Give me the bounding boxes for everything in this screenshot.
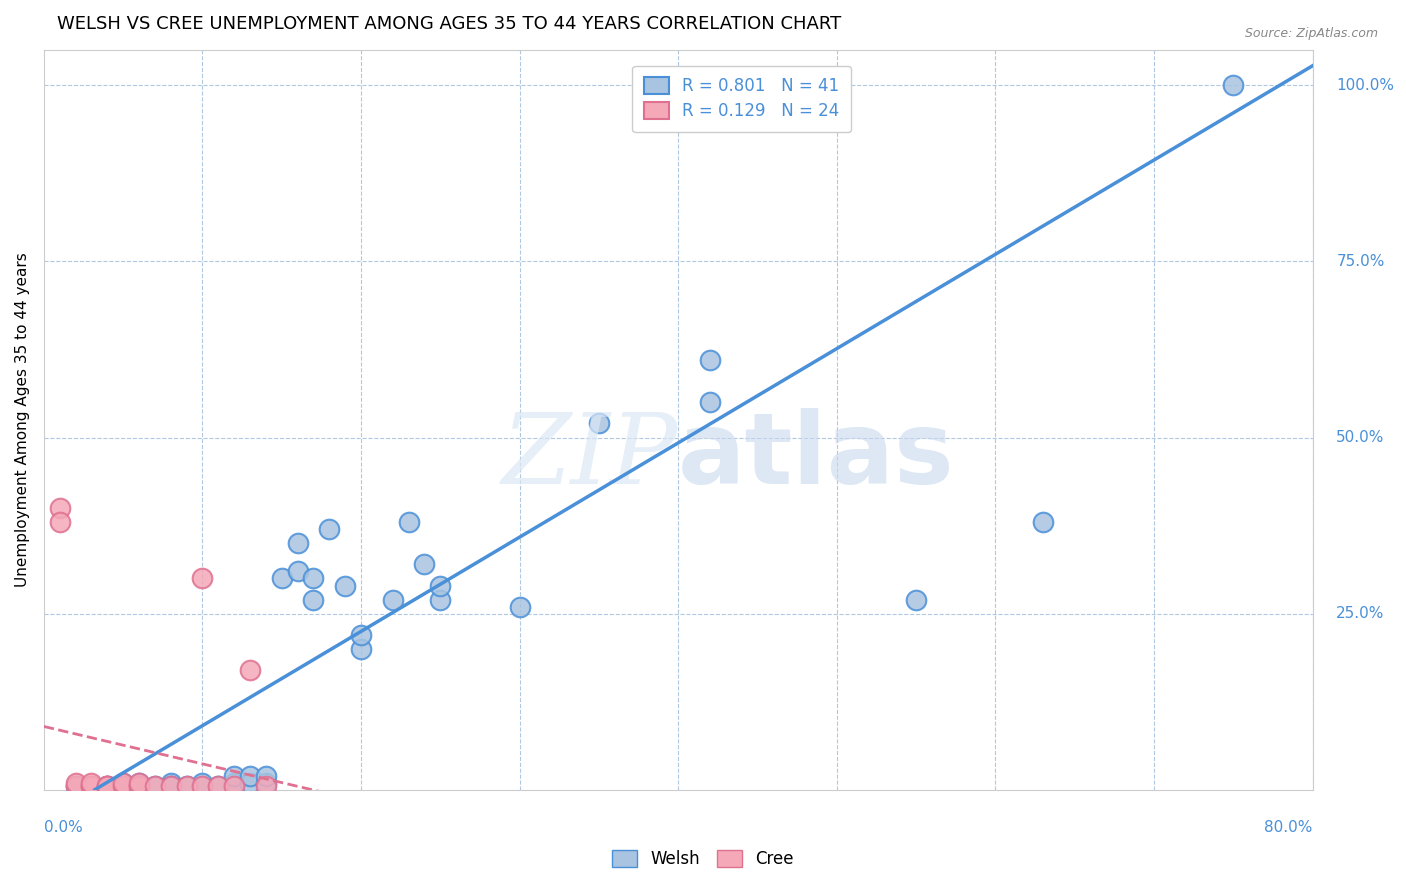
Point [905,592,928,607]
Text: Source: ZipAtlas.com: Source: ZipAtlas.com [1244,27,1378,40]
Point [96,780,118,794]
Point [699,353,721,368]
Point [65,776,87,790]
Point [80,776,103,790]
Point [128,780,150,794]
Point [159,780,181,794]
Point [254,769,277,783]
Point [96,780,118,794]
Point [287,565,309,579]
Point [224,776,246,790]
Point [112,780,135,794]
Point [207,780,229,794]
Point [287,536,309,550]
Point [65,780,87,794]
Point [80,780,103,794]
Text: ZIP: ZIP [502,409,678,505]
Point [429,578,451,592]
Point [302,572,325,586]
Point [191,780,214,794]
Point [128,776,150,790]
Legend: R = 0.801   N = 41, R = 0.129   N = 24: R = 0.801 N = 41, R = 0.129 N = 24 [633,66,851,132]
Text: 0.0%: 0.0% [44,820,83,835]
Point [239,663,262,677]
Point [207,780,229,794]
Point [239,776,262,790]
Point [112,776,135,790]
Point [159,776,181,790]
Text: atlas: atlas [678,409,955,506]
Point [191,776,214,790]
Point [398,515,420,529]
Legend: Welsh, Cree: Welsh, Cree [606,843,800,875]
Point [80,780,103,794]
Text: 80.0%: 80.0% [1264,820,1313,835]
Point [159,780,181,794]
Text: 25.0%: 25.0% [1336,607,1385,621]
Point [48,500,70,515]
Point [254,776,277,790]
Text: 50.0%: 50.0% [1336,430,1385,445]
Point [335,578,357,592]
Text: WELSH VS CREE UNEMPLOYMENT AMONG AGES 35 TO 44 YEARS CORRELATION CHART: WELSH VS CREE UNEMPLOYMENT AMONG AGES 35… [56,15,841,33]
Point [350,628,373,642]
Point [224,780,246,794]
Point [112,776,135,790]
Point [239,769,262,783]
Point [65,780,87,794]
Point [413,558,436,572]
Text: 75.0%: 75.0% [1336,254,1385,268]
Point [699,395,721,409]
Point [302,592,325,607]
Point [1032,515,1054,529]
Point [128,780,150,794]
Point [191,780,214,794]
Text: 100.0%: 100.0% [1336,78,1395,93]
Point [128,776,150,790]
Point [176,780,198,794]
Point [224,769,246,783]
Point [429,592,451,607]
Point [350,642,373,657]
Point [48,515,70,529]
Point [143,780,166,794]
Point [381,592,404,607]
Point [588,417,610,431]
Point [224,780,246,794]
Point [191,572,214,586]
Point [254,780,277,794]
Point [143,780,166,794]
Point [96,780,118,794]
Point [270,572,292,586]
Point [509,599,531,614]
Point [96,780,118,794]
Point [666,113,689,128]
Point [318,522,340,536]
Point [636,78,658,92]
Point [176,780,198,794]
Y-axis label: Unemployment Among Ages 35 to 44 years: Unemployment Among Ages 35 to 44 years [15,252,30,587]
Point [1222,78,1244,92]
